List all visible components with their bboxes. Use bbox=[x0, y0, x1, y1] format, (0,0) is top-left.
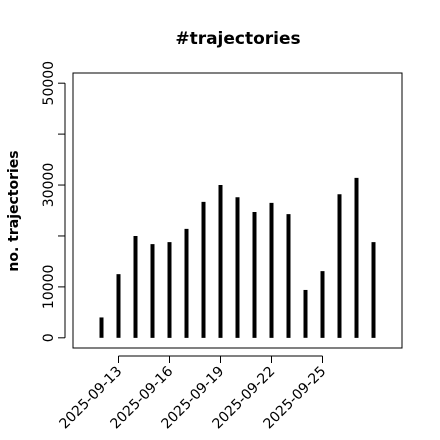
plot-box bbox=[72, 72, 403, 349]
y-axis-label: no. trajectories bbox=[6, 150, 22, 271]
y-tick-label: 50000 bbox=[41, 61, 57, 106]
y-tick-label: 10000 bbox=[41, 265, 57, 310]
y-tick-label: 0 bbox=[41, 333, 57, 342]
y-tick-label: 30000 bbox=[41, 163, 57, 208]
chart-title: #trajectories bbox=[175, 29, 300, 49]
